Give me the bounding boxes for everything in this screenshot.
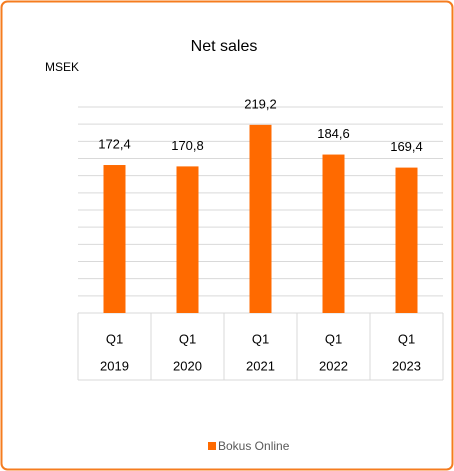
data-label: 219,2: [244, 96, 277, 111]
bar: [322, 154, 345, 313]
data-label: 169,4: [390, 139, 423, 154]
x-group-label: 2022: [319, 358, 348, 373]
bar: [249, 124, 272, 313]
x-group-label: 2021: [246, 358, 275, 373]
x-group-label: 2020: [173, 358, 202, 373]
legend-swatch: [208, 442, 216, 450]
x-group-label: 2023: [392, 358, 421, 373]
x-tick-label: Q1: [179, 331, 196, 346]
legend-label: Bokus Online: [218, 439, 290, 453]
chart-title: Net sales: [191, 38, 258, 55]
x-tick-label: Q1: [252, 331, 269, 346]
bar: [395, 167, 418, 313]
x-tick-label: Q1: [325, 331, 342, 346]
x-tick-label: Q1: [398, 331, 415, 346]
bar: [103, 165, 126, 313]
data-label: 184,6: [317, 126, 350, 141]
x-tick-label: Q1: [106, 331, 123, 346]
data-label: 172,4: [98, 136, 131, 151]
bar: [176, 166, 199, 313]
data-label: 170,8: [171, 138, 204, 153]
x-group-label: 2019: [100, 358, 129, 373]
y-axis-label: MSEK: [45, 60, 79, 74]
